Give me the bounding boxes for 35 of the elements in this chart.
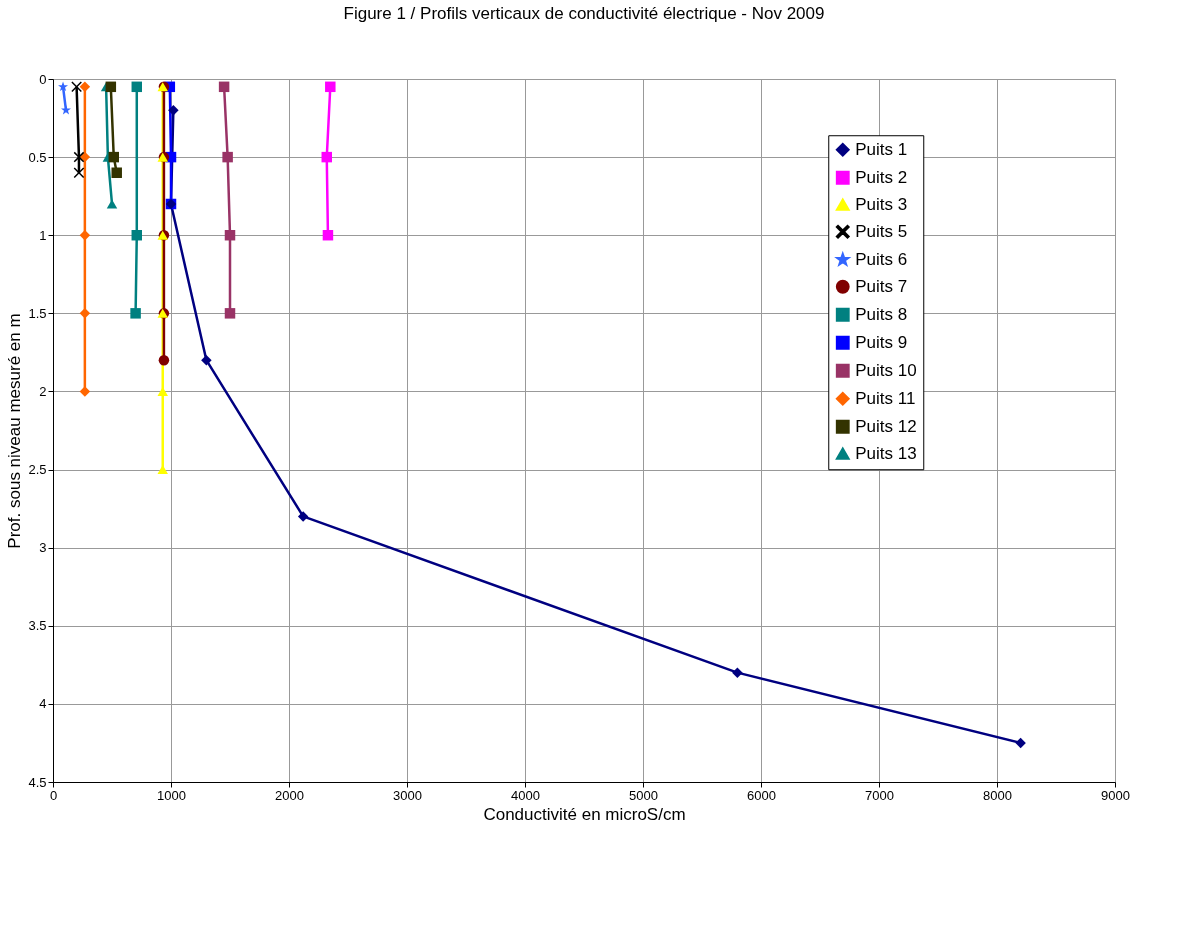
x-tick-label: 1000 (157, 787, 186, 803)
x-tick-label: 3000 (393, 787, 422, 803)
y-tick-label: 2.5 (28, 462, 47, 478)
legend-label: Puits 2 (855, 167, 908, 187)
x-tick-label: 7000 (865, 787, 894, 803)
legend-label: Puits 1 (855, 139, 908, 159)
legend-label: Puits 3 (855, 194, 908, 214)
y-axis-title: Prof. sous niveau mesuré en m (5, 313, 25, 549)
x-tick-label: 2000 (275, 787, 304, 803)
legend-label: Puits 5 (855, 221, 908, 241)
x-tick-label: 4000 (511, 787, 540, 803)
y-tick-label: 0.5 (28, 149, 47, 165)
x-tick-label: 0 (49, 787, 58, 803)
x-tick-label: 6000 (747, 787, 776, 803)
legend-label: Puits 12 (855, 416, 917, 436)
y-tick-label: 0 (39, 71, 47, 87)
chart-title: Figure 1 / Profils verticaux de conductivité électrique - Nov 2009 (343, 4, 825, 23)
x-tick-label: 8000 (983, 787, 1012, 803)
y-tick-label: 3 (39, 540, 47, 556)
legend-label: Puits 10 (855, 360, 917, 380)
x-axis-title: Conductivité en microS/cm (483, 804, 686, 824)
legend-label: Puits 11 (855, 388, 916, 408)
y-tick-label: 1 (39, 227, 47, 243)
legend-label: Puits 13 (855, 443, 917, 463)
legend-label: Puits 6 (855, 249, 908, 269)
y-tick-label: 4 (39, 696, 47, 712)
x-tick-label: 9000 (1101, 787, 1130, 803)
y-tick-label: 2 (39, 383, 47, 399)
legend-label: Puits 7 (855, 276, 908, 296)
y-tick-label: 4.5 (28, 774, 47, 790)
y-tick-label: 3.5 (28, 618, 47, 634)
x-tick-label: 5000 (629, 787, 658, 803)
legend-label: Puits 9 (855, 332, 908, 352)
legend-label: Puits 8 (855, 304, 908, 324)
y-tick-label: 1.5 (28, 305, 47, 321)
